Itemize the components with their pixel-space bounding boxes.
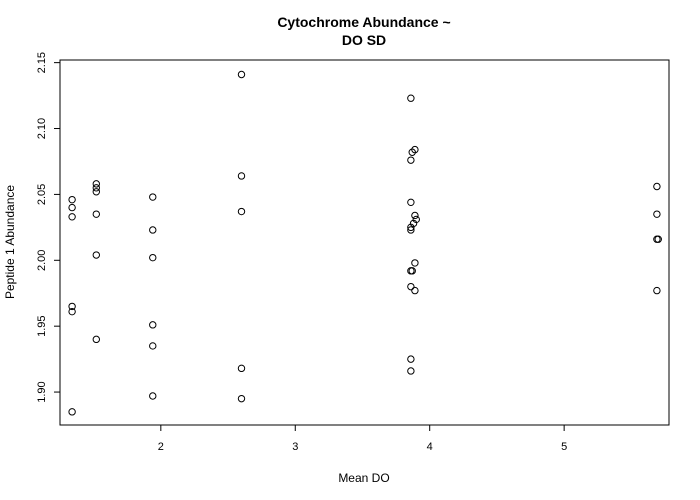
data-point-8 (92, 188, 100, 196)
x-tick-label-0: 2 (158, 441, 164, 453)
data-point-5 (68, 408, 76, 416)
data-point-2 (68, 213, 76, 221)
x-tick-label-3: 5 (561, 441, 567, 453)
data-point-20 (237, 207, 246, 216)
data-point-33 (411, 259, 419, 267)
data-point-7 (92, 184, 100, 192)
data-point-31 (407, 223, 415, 232)
data-point-44 (653, 286, 661, 295)
data-point-14 (149, 253, 157, 262)
data-point-18 (237, 70, 246, 79)
data-point-40 (653, 182, 661, 191)
data-point-38 (407, 355, 415, 363)
x-tick-label-1: 3 (292, 441, 298, 453)
data-point-13 (149, 226, 157, 234)
y-tick-label-2: 2.00 (36, 250, 48, 271)
data-point-43 (654, 235, 662, 243)
chart-title-line-2: DO SD (342, 32, 386, 48)
y-axis-label: Peptide 1 Abundance (3, 185, 17, 299)
data-point-12 (149, 193, 157, 201)
y-axis: 1.90 1.95 2.00 2.05 2.10 2.15 (36, 52, 60, 403)
x-tick-label-2: 4 (427, 441, 433, 453)
x-axis-label: Mean DO (338, 471, 389, 485)
data-point-41 (653, 210, 661, 218)
data-point-15 (149, 321, 157, 329)
y-tick-label-3: 2.05 (36, 184, 48, 205)
data-point-27 (407, 198, 415, 207)
data-point-3 (68, 302, 76, 311)
y-tick-label-1: 1.95 (36, 315, 48, 336)
y-tick-label-5: 2.15 (36, 52, 48, 73)
data-point-9 (92, 210, 100, 218)
data-point-25 (411, 145, 419, 154)
data-point-28 (411, 211, 419, 220)
data-point-16 (149, 342, 157, 350)
data-point-4 (68, 307, 76, 316)
data-point-36 (407, 282, 415, 291)
data-points (68, 70, 662, 416)
data-point-26 (407, 156, 415, 164)
data-point-17 (149, 392, 157, 400)
data-point-22 (237, 394, 246, 403)
data-point-21 (237, 364, 246, 373)
data-point-11 (92, 335, 100, 344)
data-point-35 (408, 267, 416, 275)
x-axis: 2 3 4 5 (158, 425, 567, 453)
plot-frame (59, 59, 670, 426)
data-point-32 (407, 226, 415, 234)
data-point-6 (92, 180, 100, 188)
data-point-0 (68, 195, 76, 204)
y-tick-label-0: 1.90 (36, 381, 48, 402)
chart-title-line-1: Cytochrome Abundance ~ (277, 14, 450, 30)
data-point-1 (68, 203, 76, 212)
data-point-10 (92, 251, 100, 259)
data-point-19 (237, 172, 246, 180)
data-point-23 (407, 94, 415, 102)
data-point-37 (411, 286, 419, 295)
y-tick-label-4: 2.10 (36, 118, 48, 139)
data-point-39 (407, 367, 415, 375)
